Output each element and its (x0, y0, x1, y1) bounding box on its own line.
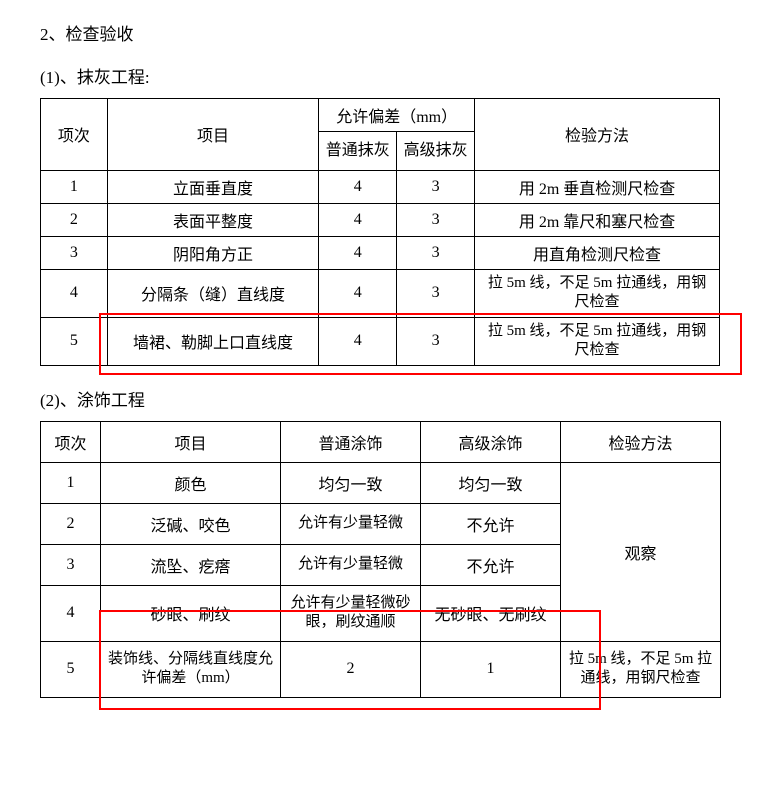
col-xiangci: 项次 (41, 421, 101, 462)
cell: 不允许 (421, 544, 561, 585)
col-gaoji: 高级涂饰 (421, 421, 561, 462)
cell: 3 (41, 544, 101, 585)
table-row: 4 分隔条（缝）直线度 4 3 拉 5m 线，不足 5m 拉通线，用钢尺检查 (41, 269, 720, 317)
table-plaster: 项次 项目 允许偏差（mm） 检验方法 普通抹灰 高级抹灰 1 立面垂直度 4 … (40, 98, 720, 366)
table-row: 1 颜色 均匀一致 均匀一致 观察 (41, 462, 721, 503)
col-xiangmu: 项目 (107, 99, 318, 171)
cell: 4 (41, 269, 108, 317)
cell: 5 (41, 641, 101, 697)
cell: 砂眼、刷纹 (101, 585, 281, 641)
col-method: 检验方法 (561, 421, 721, 462)
col-tolerance: 允许偏差（mm） (319, 99, 475, 132)
col-putong: 普通抹灰 (319, 132, 397, 171)
cell: 装饰线、分隔线直线度允许偏差（mm） (101, 641, 281, 697)
section-title: 2、检查验收 (40, 20, 720, 45)
cell: 3 (397, 269, 475, 317)
cell: 3 (397, 170, 475, 203)
cell: 均匀一致 (281, 462, 421, 503)
cell: 用直角检测尺检查 (475, 236, 720, 269)
cell: 墙裙、勒脚上口直线度 (107, 317, 318, 365)
cell: 2 (281, 641, 421, 697)
table-header-row: 项次 项目 允许偏差（mm） 检验方法 (41, 99, 720, 132)
col-xiangci: 项次 (41, 99, 108, 171)
cell: 4 (41, 585, 101, 641)
table-header-row: 项次 项目 普通涂饰 高级涂饰 检验方法 (41, 421, 721, 462)
col-gaoji: 高级抹灰 (397, 132, 475, 171)
cell: 用 2m 靠尺和塞尺检查 (475, 203, 720, 236)
cell: 拉 5m 线，不足 5m 拉通线，用钢尺检查 (561, 641, 721, 697)
col-putong: 普通涂饰 (281, 421, 421, 462)
table-coating: 项次 项目 普通涂饰 高级涂饰 检验方法 1 颜色 均匀一致 均匀一致 观察 2… (40, 421, 721, 698)
cell: 3 (41, 236, 108, 269)
cell: 立面垂直度 (107, 170, 318, 203)
cell: 3 (397, 203, 475, 236)
cell: 3 (397, 236, 475, 269)
cell: 阴阳角方正 (107, 236, 318, 269)
cell: 2 (41, 503, 101, 544)
cell: 表面平整度 (107, 203, 318, 236)
table-row: 3 阴阳角方正 4 3 用直角检测尺检查 (41, 236, 720, 269)
cell: 无砂眼、无刷纹 (421, 585, 561, 641)
col-method: 检验方法 (475, 99, 720, 171)
table-row: 2 表面平整度 4 3 用 2m 靠尺和塞尺检查 (41, 203, 720, 236)
cell: 拉 5m 线，不足 5m 拉通线，用钢尺检查 (475, 269, 720, 317)
cell: 1 (421, 641, 561, 697)
cell: 不允许 (421, 503, 561, 544)
cell: 均匀一致 (421, 462, 561, 503)
table-row: 5 装饰线、分隔线直线度允许偏差（mm） 2 1 拉 5m 线，不足 5m 拉通… (41, 641, 721, 697)
cell: 允许有少量轻微砂眼，刷纹通顺 (281, 585, 421, 641)
cell: 允许有少量轻微 (281, 544, 421, 585)
cell: 3 (397, 317, 475, 365)
cell: 泛碱、咬色 (101, 503, 281, 544)
cell: 5 (41, 317, 108, 365)
cell: 1 (41, 170, 108, 203)
table-row: 1 立面垂直度 4 3 用 2m 垂直检测尺检查 (41, 170, 720, 203)
cell: 4 (319, 170, 397, 203)
cell: 4 (319, 317, 397, 365)
cell: 4 (319, 236, 397, 269)
cell: 分隔条（缝）直线度 (107, 269, 318, 317)
cell: 用 2m 垂直检测尺检查 (475, 170, 720, 203)
cell: 4 (319, 269, 397, 317)
cell: 颜色 (101, 462, 281, 503)
cell: 2 (41, 203, 108, 236)
subsection1-title: (1)、抹灰工程: (40, 63, 720, 88)
cell: 1 (41, 462, 101, 503)
table-row: 5 墙裙、勒脚上口直线度 4 3 拉 5m 线，不足 5m 拉通线，用钢尺检查 (41, 317, 720, 365)
cell: 流坠、疙瘩 (101, 544, 281, 585)
col-xiangmu: 项目 (101, 421, 281, 462)
cell: 允许有少量轻微 (281, 503, 421, 544)
cell: 4 (319, 203, 397, 236)
cell: 拉 5m 线，不足 5m 拉通线，用钢尺检查 (475, 317, 720, 365)
cell-method-merged: 观察 (561, 462, 721, 641)
subsection2-title: (2)、涂饰工程 (40, 386, 720, 411)
